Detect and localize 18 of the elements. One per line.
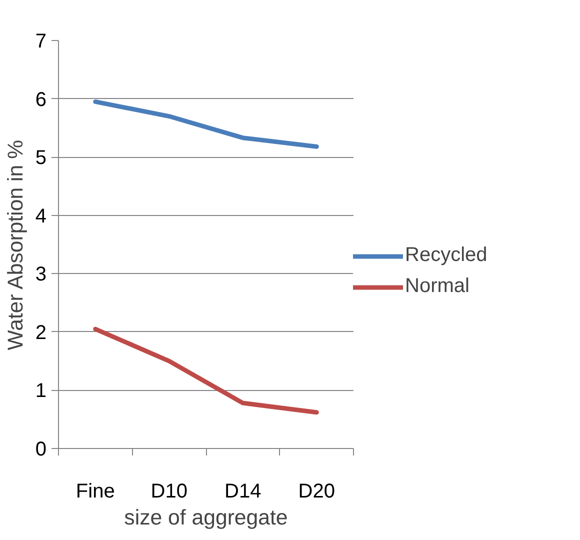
y-tick-label: 6 [35, 88, 46, 111]
y-axis-title: Water Absorption in % [3, 140, 28, 350]
x-axis-title: size of aggregate [124, 506, 288, 530]
y-tick-label: 5 [35, 147, 46, 170]
x-tick-label: D20 [298, 480, 335, 502]
line-series [93, 326, 319, 415]
y-tick-label: 2 [35, 322, 46, 344]
legend-label: Normal [405, 275, 470, 298]
x-tick-label: D14 [224, 480, 262, 502]
y-tick-label: 4 [35, 205, 46, 228]
y-tick-label: 7 [35, 30, 46, 52]
y-tick-label: 1 [35, 380, 46, 402]
legend-label: Recycled [405, 244, 488, 267]
x-tick-label: Fine [76, 480, 115, 502]
y-tick-label: 3 [35, 264, 46, 286]
y-tick-label: 0 [35, 438, 46, 460]
x-tick-label: D10 [150, 480, 188, 502]
line-series [93, 99, 319, 149]
